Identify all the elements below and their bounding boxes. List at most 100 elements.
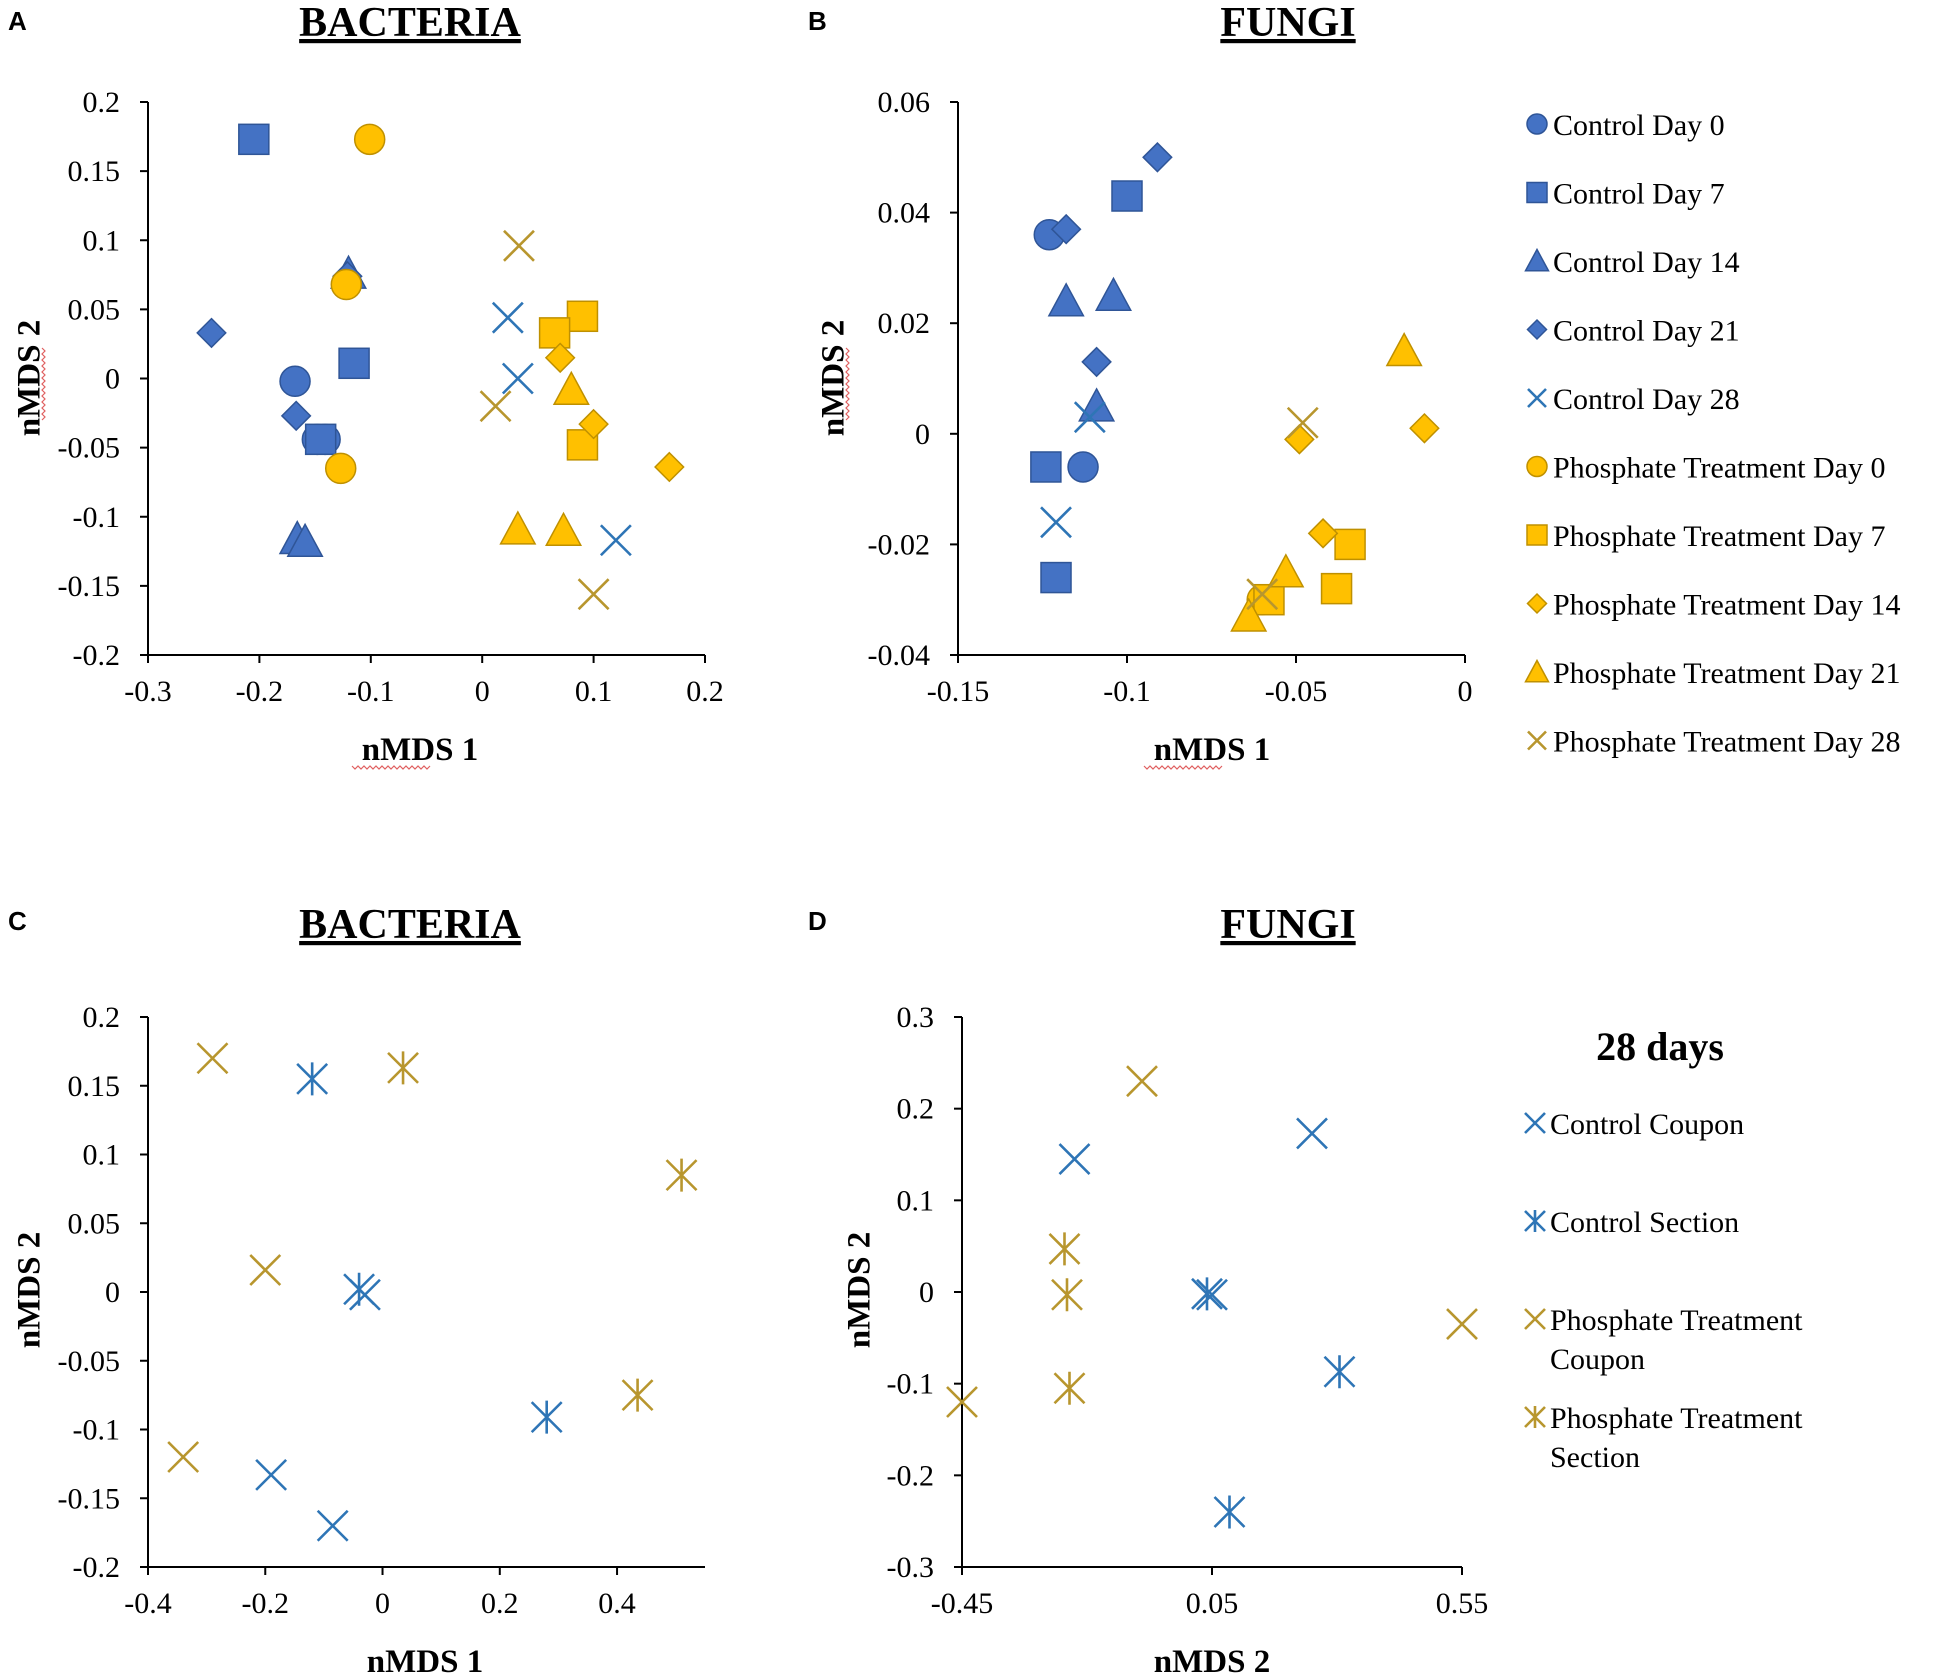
data-point-square bbox=[1030, 451, 1062, 483]
data-point-x bbox=[946, 1386, 978, 1418]
data-point-asterisk bbox=[1051, 1278, 1083, 1312]
y-tick-label: -0.05 bbox=[58, 432, 121, 465]
data-point-diamond bbox=[1307, 518, 1339, 549]
series-phosphate-treatment-day-21 bbox=[499, 370, 590, 546]
data-point-triangle bbox=[499, 510, 537, 545]
panel-letter: A bbox=[8, 6, 27, 36]
data-point-circle bbox=[279, 365, 311, 398]
data-point-circle bbox=[1067, 451, 1099, 483]
legend-label: Phosphate Treatment Day 7 bbox=[1553, 520, 1885, 553]
data-point-square bbox=[238, 123, 270, 156]
legend-marker-triangle bbox=[1524, 658, 1550, 683]
legend-marker-x bbox=[1524, 1308, 1546, 1330]
series-control-day-21 bbox=[1050, 141, 1173, 378]
data-point-x bbox=[196, 1042, 229, 1075]
data-point-x bbox=[1058, 1143, 1091, 1175]
x-tick-label: 0.1 bbox=[575, 675, 613, 708]
data-point-x bbox=[1296, 1117, 1328, 1150]
chart-title: FUNGI bbox=[1220, 902, 1355, 948]
data-point-square bbox=[566, 300, 599, 333]
x-tick-label: 0.4 bbox=[598, 1587, 636, 1620]
data-point-x bbox=[1246, 578, 1279, 611]
series-phosphate-treatment-day-7 bbox=[1253, 528, 1366, 616]
legend-top: Control Day 0 Control Day 7 Control Day 14… bbox=[1524, 109, 1900, 759]
x-tick-label: 0.05 bbox=[1186, 1587, 1239, 1620]
x-tick-label: -0.2 bbox=[242, 1587, 290, 1620]
data-point-diamond bbox=[280, 400, 312, 432]
legend-label: Control Day 14 bbox=[1553, 246, 1740, 279]
data-point-circle bbox=[353, 123, 386, 156]
legend-marker-x bbox=[1524, 1112, 1546, 1134]
legend-label: Control Section bbox=[1550, 1206, 1739, 1239]
legend-label: Control Day 0 bbox=[1553, 109, 1725, 142]
legend-label: Phosphate Treatment Day 28 bbox=[1553, 726, 1900, 759]
panel-a: A BACTERIA -0.2 -0.15 -0.1 -0.05 0 0.05 0.1 0.15 0… bbox=[8, 0, 724, 770]
y-tick-label: 0 bbox=[915, 418, 930, 451]
chart-title: FUNGI bbox=[1220, 0, 1355, 46]
y-tick-label: -0.15 bbox=[58, 1482, 121, 1515]
y-tick-label: 0.2 bbox=[83, 86, 121, 119]
data-point-triangle bbox=[552, 370, 590, 405]
data-point-x bbox=[167, 1441, 200, 1473]
legend-label: Phosphate Treatment Day 14 bbox=[1553, 589, 1900, 622]
series-control-day-0 bbox=[1033, 218, 1099, 483]
y-tick-label: 0.1 bbox=[897, 1184, 935, 1217]
panel-d: D FUNGI -0.3 -0.2 -0.1 0 0.1 0.2 0.3 -0.45 0.05 0.5… bbox=[808, 902, 1488, 1680]
x-tick-label: -0.3 bbox=[124, 675, 172, 708]
y-tick-label: 0.1 bbox=[83, 224, 121, 257]
data-point-triangle bbox=[1267, 553, 1305, 588]
series-control-coupon bbox=[1058, 1117, 1328, 1311]
y-tick-label: -0.04 bbox=[868, 639, 931, 672]
x-tick-label: -0.45 bbox=[931, 1587, 994, 1620]
series-control-day-28 bbox=[1040, 401, 1106, 539]
spellcheck-squiggle bbox=[41, 347, 46, 421]
y-tick-label: 0.05 bbox=[68, 1207, 121, 1240]
series-phosphate-treatment-day-14 bbox=[1284, 412, 1440, 549]
panel-letter: D bbox=[808, 906, 827, 936]
legend-marker-square bbox=[1526, 181, 1548, 204]
x-tick-label: 0 bbox=[475, 675, 490, 708]
legend-marker-x bbox=[1527, 730, 1547, 751]
data-point-triangle bbox=[1230, 597, 1268, 632]
y-tick-label: -0.02 bbox=[868, 528, 931, 561]
x-tick-label: 0 bbox=[375, 1587, 390, 1620]
data-point-square bbox=[538, 317, 571, 349]
y-tick-label: 0.04 bbox=[878, 197, 931, 230]
panel-letter: C bbox=[8, 906, 27, 936]
legend-marker-x bbox=[1527, 388, 1547, 408]
x-tick-label: -0.2 bbox=[236, 675, 284, 708]
y-tick-label: 0.3 bbox=[897, 1001, 935, 1034]
x-tick-label: 0.2 bbox=[481, 1587, 519, 1620]
legend-marker-square bbox=[1526, 524, 1548, 546]
data-point-x bbox=[1446, 1308, 1478, 1340]
data-point-square bbox=[304, 423, 337, 456]
panel-b: B FUNGI -0.04 -0.02 0 0.02 0.04 0.06 -0.15 -0.1 -0… bbox=[808, 0, 1473, 770]
data-point-square bbox=[1320, 572, 1353, 605]
data-point-diamond bbox=[1081, 346, 1112, 378]
y-tick-label: 0.2 bbox=[897, 1093, 935, 1126]
x-tick-label: -0.1 bbox=[347, 675, 395, 708]
data-point-asterisk bbox=[1213, 1495, 1246, 1529]
data-point-x bbox=[1126, 1065, 1158, 1098]
data-point-x bbox=[316, 1509, 349, 1542]
series-control-section bbox=[296, 1062, 563, 1434]
legend-marker-circle bbox=[1526, 455, 1548, 478]
series-phosphate-treatment-section bbox=[387, 1051, 698, 1412]
data-point-x bbox=[1040, 506, 1072, 539]
data-point-circle bbox=[324, 452, 357, 485]
legend-marker-asterisk bbox=[1524, 1210, 1546, 1232]
data-point-circle bbox=[330, 268, 363, 301]
series-phosphate-treatment-day-28 bbox=[1246, 406, 1319, 611]
chart-title: BACTERIA bbox=[299, 0, 521, 46]
data-point-asterisk bbox=[1323, 1355, 1356, 1389]
y-tick-label: 0.2 bbox=[83, 1001, 121, 1034]
data-point-asterisk bbox=[530, 1400, 563, 1434]
data-point-x bbox=[1196, 1278, 1228, 1311]
y-tick-label: 0 bbox=[105, 1276, 120, 1309]
y-tick-label: 0.15 bbox=[68, 155, 121, 188]
series-control-day-14 bbox=[1047, 276, 1132, 422]
x-axis-label: nMDS 1 bbox=[367, 1644, 483, 1680]
legend-marker-diamond bbox=[1526, 592, 1548, 615]
y-tick-label: -0.3 bbox=[887, 1551, 935, 1584]
